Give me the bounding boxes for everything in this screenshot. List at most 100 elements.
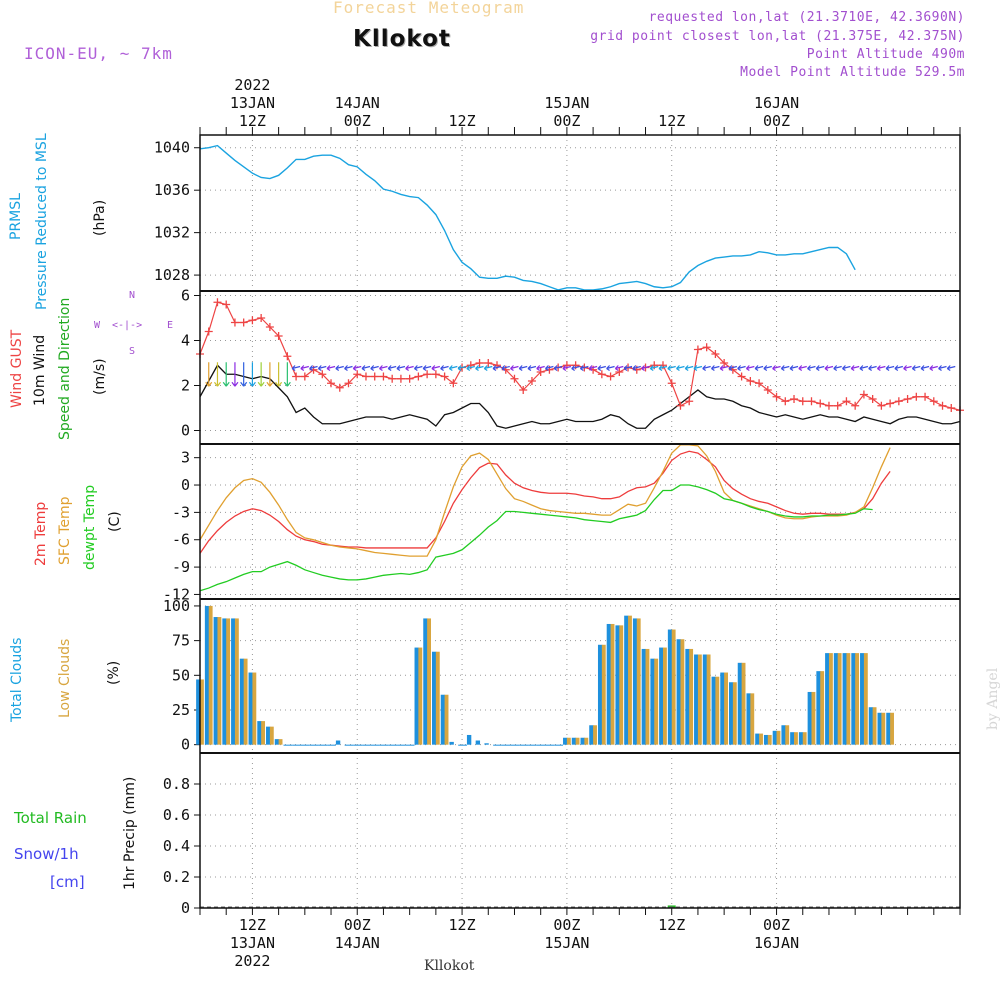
low-cloud-bar [418, 647, 423, 745]
footer-location: Kllokot [424, 958, 475, 974]
low-cloud-bar [689, 648, 694, 745]
wind-direction-arrow [859, 365, 869, 371]
total-cloud-bar [676, 639, 681, 745]
total-cloud-bar [816, 671, 821, 745]
wind-direction-arrow [929, 365, 938, 371]
top-time-label: 2022 [234, 76, 270, 94]
low-cloud-bar [785, 725, 790, 745]
wind-direction-arrow [257, 362, 265, 387]
low-cloud-bar [890, 712, 894, 745]
total-cloud-bar [257, 721, 262, 745]
wind-gust-marker [859, 390, 868, 399]
total-cloud-bar [580, 737, 585, 745]
wind-direction-arrow [448, 365, 458, 371]
y-tick-label: 0.6 [163, 806, 190, 824]
wind-gust-marker [239, 318, 248, 327]
wind-direction-arrow [842, 365, 851, 371]
low-cloud-bar [636, 618, 641, 745]
low-cloud-bar [269, 726, 274, 745]
wind-gust-marker [746, 377, 755, 385]
compass-w: W [94, 320, 101, 331]
wind-gust-marker [265, 323, 274, 331]
compass-e: E [167, 320, 174, 331]
total-cloud-bar [702, 654, 708, 745]
wind-gust-marker [615, 368, 624, 376]
temp-sfc-line [199, 444, 891, 557]
total-cloud-bar [790, 732, 795, 745]
y-tick-label: 0.2 [163, 868, 190, 886]
wind-direction-arrow [379, 365, 388, 371]
total-cloud-bar [641, 648, 647, 745]
wind-direction-arrow [466, 365, 475, 371]
low-cloud-bar [794, 732, 798, 745]
total-cloud-bar [807, 691, 812, 745]
temp-2m-line [199, 450, 891, 554]
total-cloud-bar [431, 651, 437, 745]
top-time-label: 12Z [239, 112, 266, 130]
wind-direction-arrow [248, 362, 256, 387]
total-cloud-bar [266, 726, 271, 745]
low-cloud-bar [776, 730, 781, 745]
wind-direction-arrow [763, 365, 772, 371]
total-cloud-bar [466, 734, 472, 745]
top-time-label: 00Z [553, 112, 580, 130]
compass-s: S [129, 346, 136, 357]
wind-direction-arrow [291, 365, 301, 371]
wind-direction-arrow [309, 365, 318, 371]
total-cloud-bar [868, 707, 874, 745]
wind-direction-arrow [370, 365, 379, 371]
low-cloud-bar [750, 693, 755, 745]
wind-gust-marker [327, 379, 336, 388]
wind-gust-marker [903, 395, 912, 403]
total-cloud-bar [877, 712, 882, 745]
low-cloud-bar [278, 739, 283, 745]
total-cloud-bar [571, 737, 577, 745]
low-cloud-bar [575, 737, 580, 745]
wind-direction-arrow [475, 365, 484, 371]
total-cloud-bar [563, 737, 568, 745]
wind-direction-arrow [579, 365, 589, 371]
y-tick-label: 1040 [154, 139, 190, 157]
y-tick-label: 75 [172, 632, 190, 650]
wind-gust-marker [318, 370, 327, 379]
wind-gust-marker [510, 374, 519, 383]
wind-direction-arrow [222, 362, 230, 387]
total-cloud-bar [414, 647, 419, 745]
wind-gust-marker [772, 392, 781, 401]
wind-direction-arrow [850, 365, 860, 371]
total-cloud-bar [231, 618, 236, 745]
low-cloud-bar [837, 653, 842, 745]
low-cloud-bar [252, 672, 257, 745]
model-label: ICON-EU, ~ 7km [24, 44, 173, 63]
wind-direction-arrow [614, 365, 624, 371]
wind-gust-marker [519, 386, 528, 394]
total-cloud-bar [772, 730, 778, 745]
wind-direction-arrow [361, 365, 371, 371]
wind-direction-arrow [702, 365, 711, 371]
wind-gust-marker [379, 372, 388, 381]
wind-direction-arrow [457, 365, 467, 371]
low-cloud-bar [217, 617, 222, 745]
y-tick-label: 25 [172, 701, 190, 719]
wind-direction-arrow [300, 365, 309, 371]
low-cloud-bar [261, 721, 266, 745]
wind-gust-marker [929, 397, 938, 406]
low-cloud-bar [855, 653, 860, 745]
low-cloud-bar [828, 653, 833, 745]
wind-direction-arrow [911, 365, 921, 371]
location-title: Kllokot [353, 26, 451, 52]
wind-direction-arrow [693, 365, 703, 371]
wind-gust-marker [283, 352, 292, 361]
wind-gust-marker [807, 397, 816, 406]
total-cloud-bar [685, 648, 690, 745]
total-cloud-bar [335, 740, 341, 745]
low-cloud-bar [654, 658, 659, 745]
wind-direction-arrow [885, 365, 895, 371]
low-cloud-bar [802, 732, 807, 745]
y-tick-label: -9 [172, 558, 190, 576]
low-cloud-bar [732, 682, 737, 745]
wind-direction-arrow [317, 365, 327, 371]
low-cloud-bar [243, 658, 248, 745]
total-cloud-bar [667, 629, 673, 745]
